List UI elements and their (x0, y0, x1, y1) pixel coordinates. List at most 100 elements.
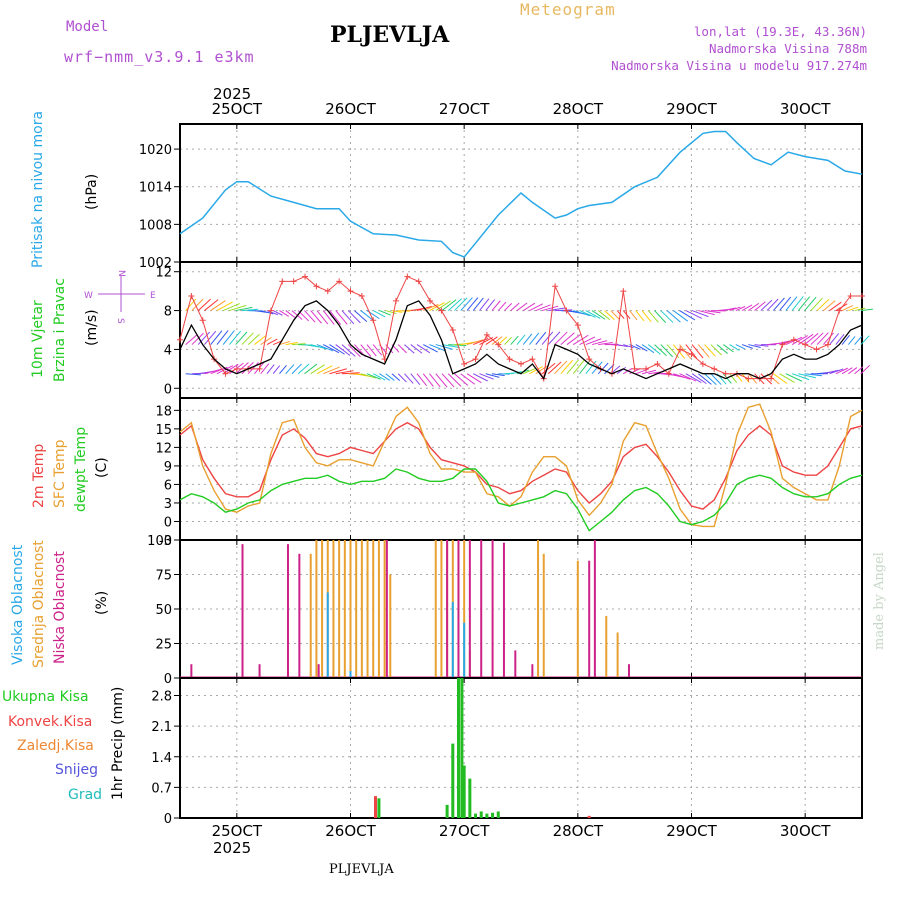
wind-gust-marker (813, 346, 820, 353)
wind-arrow (760, 299, 773, 311)
wind-arrow (791, 335, 808, 346)
x-label-top: 28OCT (553, 100, 604, 118)
wind-arrow (779, 296, 792, 311)
model-name: wrf−nmm_v3.9.1 e3km (64, 48, 255, 66)
cloud-ytick-label: 0 (164, 672, 172, 687)
x-label-bottom: 25OCT (212, 822, 263, 840)
wind-subtitle: Brzina i Pravac (52, 278, 68, 382)
precip-unit: 1hr Precip (mm) (110, 687, 126, 800)
cloud-mid-bar (366, 540, 369, 678)
wind-arrow (235, 306, 253, 312)
wind-gust-marker (529, 356, 536, 363)
temperature-frame (179, 397, 863, 541)
wind-arrow (616, 366, 627, 375)
wind-arrow (841, 367, 853, 375)
x-label-bottom: 28OCT (553, 822, 604, 840)
cloud-low-bar (588, 560, 591, 678)
wind-arrow (497, 301, 507, 311)
wind-arrow (416, 344, 431, 354)
cloud-mid-bar (338, 540, 341, 678)
temperature-ytick-label: 12 (155, 441, 172, 456)
precip-conv-label: Konvek.Kisa (8, 714, 92, 730)
wind-arrow (573, 334, 589, 345)
wind-arrow (616, 310, 625, 319)
wind-arrow (729, 344, 740, 351)
wind-arrow (398, 310, 410, 312)
wind-arrow (729, 306, 741, 312)
cloud-low-bar (190, 664, 193, 678)
wind-arrow (679, 310, 696, 321)
wind-gust-marker (574, 322, 581, 329)
wind-arrow (598, 342, 613, 346)
pressure-labels: Pritisak na nivou mora (hPa) (30, 111, 100, 268)
wind-arrow (785, 373, 803, 382)
wind-gust-marker (267, 307, 274, 314)
temperature-ytick-label: 0 (164, 515, 172, 530)
temperature-ytick-label: 6 (164, 478, 172, 493)
wind-arrow (404, 373, 414, 384)
wind-arrow (754, 301, 766, 311)
precip-conv-bar (587, 815, 591, 818)
wind-arrow (447, 298, 462, 311)
compass-s: S (115, 318, 125, 324)
wind-arrow (422, 373, 434, 387)
wind-arrow (647, 344, 661, 355)
wind-gust-marker (586, 356, 593, 363)
cloud-mid-bar (355, 540, 358, 678)
cloud-low-bar (446, 540, 449, 678)
wind-arrow (697, 344, 710, 358)
wind-arrow (529, 303, 544, 312)
precip-total-bar (377, 798, 381, 818)
wind-arrow (185, 334, 198, 345)
wind-gust-marker (483, 331, 490, 338)
wind-arrow (410, 373, 421, 385)
cloud-low-bar (298, 553, 301, 678)
wind-arrow (554, 331, 568, 345)
precip-panel: 0 0.7 1.4 2.1 2.8 (151, 677, 863, 827)
wind-arrow (548, 307, 566, 312)
wind-arrow (635, 344, 648, 352)
wind-gust-marker (563, 307, 570, 314)
wind-arrow (385, 373, 395, 381)
wind-arrow (473, 337, 489, 346)
year-top: 2025 (213, 85, 251, 103)
elevation-label: Nadmorska Visina 788m (708, 41, 867, 56)
cloud-low-bar (286, 544, 289, 678)
wind-arrow (685, 373, 702, 383)
wind-gust-marker (643, 365, 650, 372)
cloud-mid-bar (372, 540, 375, 678)
wind-gust-marker (449, 327, 456, 333)
wind-arrow (322, 310, 335, 325)
cloud-high-bar (326, 592, 329, 678)
cloud-mid-bar (434, 540, 437, 678)
wind-arrow (554, 309, 573, 312)
wind-arrow (816, 332, 829, 345)
wind-gust-marker (358, 293, 365, 299)
cloud-panel: 0 25 50 75 100 (147, 534, 863, 687)
wind-arrow (472, 297, 484, 311)
wind-arrow (197, 298, 211, 311)
precip-labels: Ukupna Kisa Konvek.Kisa Zaledj.Kisa Snij… (2, 687, 126, 803)
precip-ytick-label: 2.8 (151, 690, 172, 705)
x-label-top: 25OCT (212, 100, 263, 118)
cloud-low-bar (457, 540, 460, 678)
wind-gust-marker (472, 356, 479, 363)
wind-arrow (266, 310, 279, 316)
wind-arrow (529, 332, 540, 345)
wind-arrow (435, 373, 448, 388)
wind-arrow (373, 373, 386, 381)
wind-arrow (585, 338, 602, 346)
wind-gust-marker (620, 288, 627, 295)
wind-arrow (397, 373, 407, 383)
wind-arrow (591, 310, 606, 320)
temp-2m-title: 2m Temp (31, 444, 47, 508)
wind-arrow (516, 334, 526, 345)
temperature-ytick-label: -3 (159, 534, 172, 549)
precip-total-bar (479, 811, 483, 818)
wind-arrow (647, 310, 659, 323)
wind-arrow (323, 366, 340, 375)
pressure-ytick-label: 1020 (139, 143, 172, 158)
wind-arrow (798, 373, 816, 379)
wind-gust-marker (370, 317, 377, 324)
x-label-top: 30OCT (780, 100, 831, 118)
